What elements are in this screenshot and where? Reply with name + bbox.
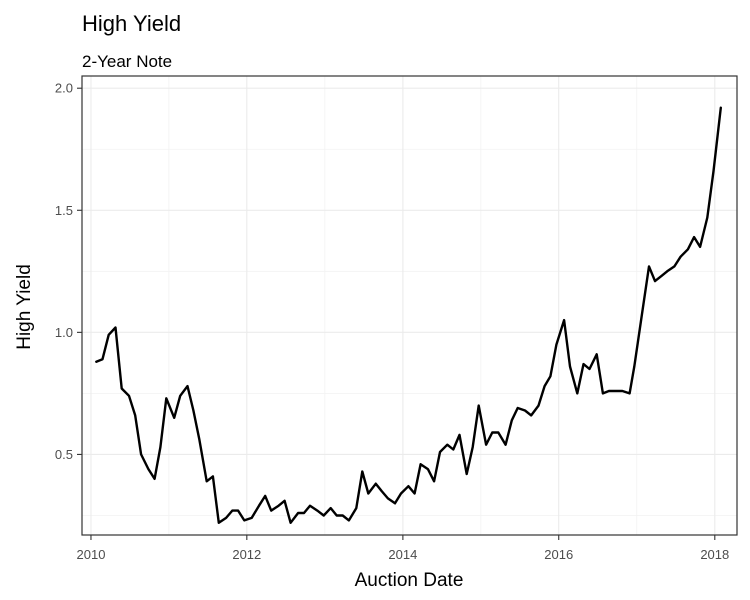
y-tick-label: 1.5 bbox=[55, 203, 73, 218]
chart-subtitle: 2-Year Note bbox=[82, 52, 172, 71]
chart-title: High Yield bbox=[82, 11, 181, 36]
y-tick-label: 2.0 bbox=[55, 81, 73, 96]
x-tick-label: 2016 bbox=[544, 547, 573, 562]
x-axis-ticks: 2010 2012 2014 2016 2018 bbox=[77, 535, 729, 562]
y-tick-label: 1.0 bbox=[55, 325, 73, 340]
y-tick-label: 0.5 bbox=[55, 447, 73, 462]
series-line bbox=[95, 106, 722, 524]
y-axis-title: High Yield bbox=[14, 264, 35, 350]
grid-major bbox=[82, 76, 737, 535]
x-tick-label: 2012 bbox=[232, 547, 261, 562]
x-tick-label: 2018 bbox=[700, 547, 729, 562]
x-axis-title: Auction Date bbox=[355, 570, 464, 591]
grid-minor bbox=[82, 76, 737, 535]
x-tick-label: 2014 bbox=[388, 547, 417, 562]
y-axis-ticks: 0.5 1.0 1.5 2.0 bbox=[55, 81, 82, 462]
x-tick-label: 2010 bbox=[77, 547, 106, 562]
plot-panel-border bbox=[81, 75, 738, 536]
